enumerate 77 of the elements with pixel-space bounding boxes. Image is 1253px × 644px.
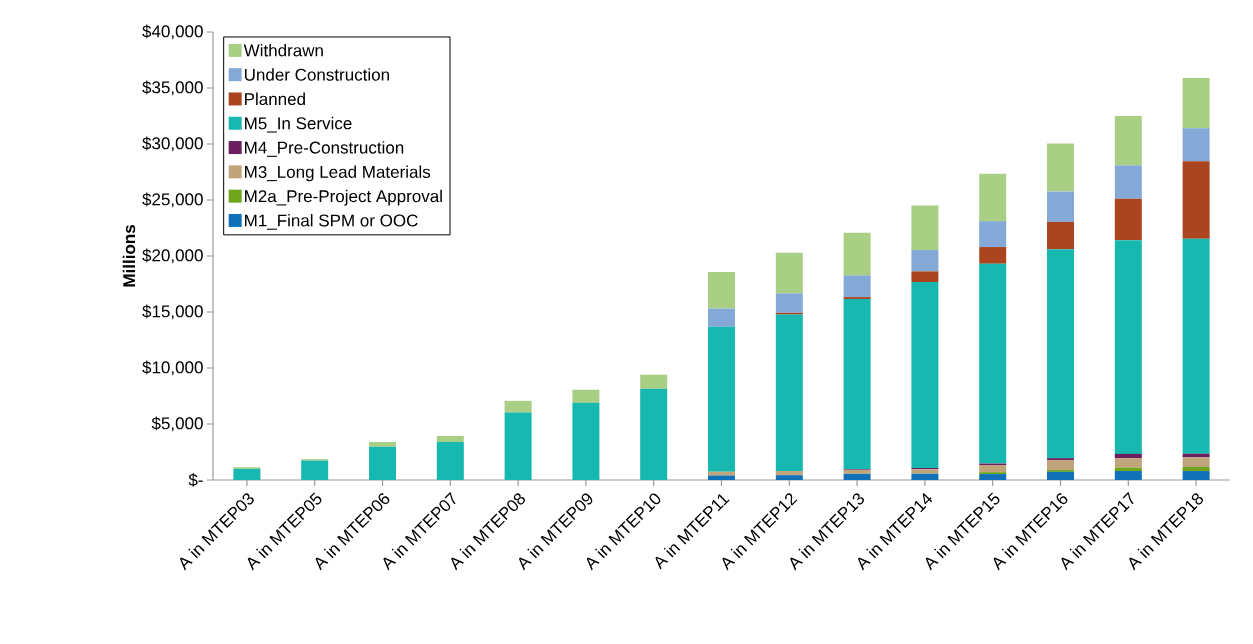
bar	[708, 326, 736, 472]
bar	[979, 247, 1007, 264]
bar	[1182, 128, 1210, 162]
y-tick-label: $30,000	[142, 136, 203, 152]
bar	[1047, 460, 1075, 470]
bar	[1047, 143, 1075, 192]
bar	[1182, 466, 1210, 472]
y-tick-label: $35,000	[142, 80, 203, 96]
y-tick-label: $5,000	[151, 416, 203, 432]
legend-label: Under Construction	[244, 68, 389, 81]
bar	[572, 389, 600, 403]
legend-label: M4_Pre-Construction	[245, 141, 404, 157]
bar	[775, 252, 803, 294]
y-tick-label: $10,000	[142, 360, 203, 376]
y-axis-title: Millions	[122, 225, 136, 287]
y-tick-label: $25,000	[142, 192, 203, 208]
bar	[775, 293, 803, 313]
bar	[843, 473, 871, 480]
legend-label: Withdrawn	[243, 43, 323, 57]
bar	[1047, 191, 1075, 222]
bar	[369, 442, 396, 447]
y-tick-label: $40,000	[142, 24, 203, 40]
bar	[436, 435, 464, 443]
bar	[775, 314, 803, 472]
bar	[843, 232, 871, 276]
bar	[911, 281, 939, 469]
bar	[1114, 458, 1142, 468]
bar	[843, 299, 871, 470]
bar	[1047, 471, 1075, 480]
bar	[1182, 471, 1210, 480]
bar	[979, 263, 1007, 464]
bar	[301, 460, 329, 480]
legend-label: M1_Final SPM or OOC	[245, 214, 418, 230]
bar	[233, 468, 261, 480]
bar	[979, 173, 1007, 222]
bar	[1182, 238, 1210, 454]
bar	[369, 446, 396, 480]
bar	[979, 474, 1007, 480]
bar	[1047, 221, 1075, 250]
bar	[979, 464, 1007, 473]
bar	[1114, 453, 1142, 459]
bar	[504, 412, 532, 480]
bar	[1114, 240, 1142, 454]
bar	[708, 272, 736, 309]
bar	[911, 205, 939, 251]
bar	[1182, 78, 1210, 129]
bar	[775, 471, 803, 476]
bar	[775, 475, 803, 480]
bar	[911, 473, 939, 480]
bar	[708, 308, 736, 327]
bar	[640, 374, 668, 389]
legend-label: M5_In Service	[245, 116, 352, 133]
bar	[1047, 249, 1075, 459]
y-tick-label: $20,000	[142, 248, 203, 264]
bar	[979, 221, 1007, 248]
bar	[436, 442, 464, 480]
y-tick-label: $15,000	[142, 304, 203, 320]
bar	[843, 469, 871, 474]
bar	[572, 402, 600, 480]
legend-label: Planned	[245, 92, 305, 106]
bar	[1182, 161, 1210, 239]
bar	[911, 250, 939, 272]
bar	[640, 388, 668, 480]
bar	[843, 297, 871, 300]
bar	[1114, 471, 1142, 480]
y-tick-label: $-	[188, 473, 203, 487]
bar	[504, 400, 532, 413]
bar	[911, 469, 939, 474]
legend-label: M2a_Pre-Project Approval	[245, 189, 442, 206]
bar	[911, 271, 939, 282]
bar	[1114, 165, 1142, 199]
bar	[708, 471, 736, 476]
bar	[843, 275, 871, 298]
legend-label: M3_Long Lead Materials	[245, 165, 431, 182]
bar	[1114, 116, 1142, 166]
bar	[1182, 457, 1210, 467]
bar	[1114, 198, 1142, 241]
